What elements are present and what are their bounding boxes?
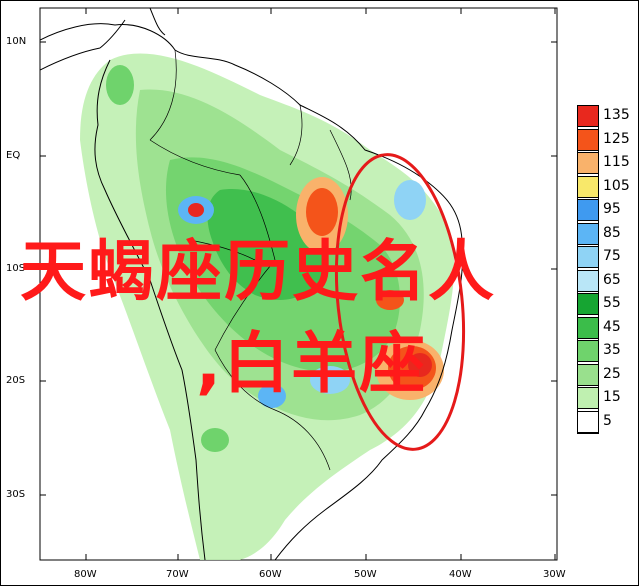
legend-label: 65 — [603, 271, 621, 288]
lat-label-30s: 30S — [6, 489, 26, 500]
legend-swatch — [577, 246, 599, 268]
country-border — [149, 49, 352, 471]
legend-swatch — [577, 293, 599, 315]
rain-patch-blue — [310, 366, 350, 394]
rain-patch-blue — [258, 384, 286, 408]
legend-swatch — [577, 175, 599, 198]
legend-swatch — [577, 152, 599, 174]
legend-label: 35 — [603, 342, 621, 358]
legend-label: 115 — [603, 154, 630, 170]
rain-patch-blue — [394, 180, 426, 220]
legend-label: 125 — [603, 130, 630, 147]
legend-label: 75 — [603, 248, 621, 264]
highlight-circle — [334, 153, 466, 451]
legend-swatch — [577, 222, 599, 245]
lon-label-60w: 60W — [259, 569, 282, 580]
rain-field-dark — [207, 189, 324, 300]
legend-swatch — [577, 340, 599, 362]
legend-swatch — [577, 316, 599, 339]
legend-swatch — [577, 387, 599, 409]
coastline-west — [94, 59, 206, 560]
lat-ticks — [40, 41, 557, 496]
legend-label: 135 — [603, 107, 630, 123]
lon-label-50w: 50W — [354, 569, 377, 580]
legend-label: 25 — [603, 365, 621, 382]
legend-label: 95 — [603, 201, 621, 217]
legend-label: 85 — [603, 224, 621, 241]
overlay-subtitle: ,白羊座 — [196, 325, 428, 402]
legend-swatch — [577, 363, 599, 386]
overlay-title: 天蝎座历史名人 — [20, 233, 496, 310]
rain-patch-green — [201, 428, 229, 452]
legend-label: 15 — [603, 389, 621, 405]
legend-label: 55 — [603, 295, 621, 311]
rain-hotspot — [306, 188, 338, 236]
lon-label-80w: 80W — [74, 569, 97, 580]
rain-hotspot — [376, 290, 404, 310]
lon-label-30w: 30W — [543, 569, 566, 580]
lat-label-20s: 20S — [6, 375, 26, 386]
lat-label-eq: EQ — [6, 150, 21, 161]
rain-patch-green — [106, 65, 134, 105]
legend-swatch — [577, 128, 599, 151]
legend-label: 45 — [603, 318, 621, 335]
central-america — [40, 8, 166, 71]
legend-label: 5 — [603, 412, 612, 429]
legend-swatch — [577, 269, 599, 292]
legend-swatch — [577, 105, 599, 127]
lat-label-10s: 10S — [6, 263, 26, 274]
legend-swatch — [577, 199, 599, 221]
lon-label-40w: 40W — [449, 569, 472, 580]
lon-ticks — [85, 8, 556, 560]
lon-label-70w: 70W — [166, 569, 189, 580]
legend-label: 105 — [603, 177, 630, 194]
rain-hotspot — [188, 203, 204, 217]
legend-swatch — [577, 410, 599, 433]
lat-label-10n: 10N — [6, 36, 27, 47]
rain-hotspot — [408, 353, 432, 377]
